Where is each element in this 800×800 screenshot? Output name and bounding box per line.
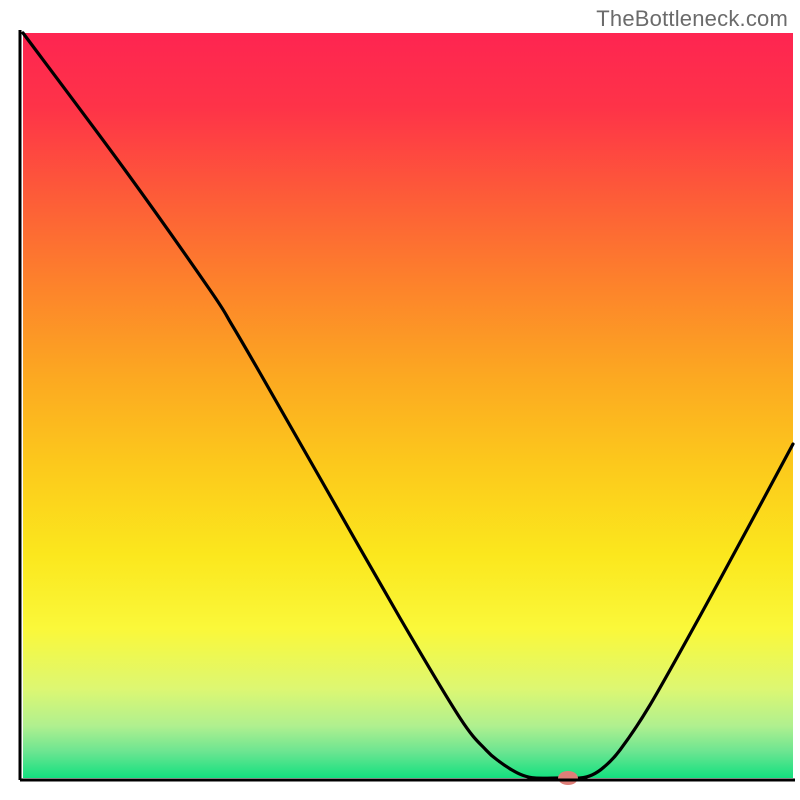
watermark-text: TheBottleneck.com: [596, 6, 788, 32]
optimal-point-marker: [558, 771, 578, 785]
chart-container: TheBottleneck.com: [0, 0, 800, 800]
gradient-background: [23, 33, 793, 778]
bottleneck-chart: [0, 0, 800, 800]
